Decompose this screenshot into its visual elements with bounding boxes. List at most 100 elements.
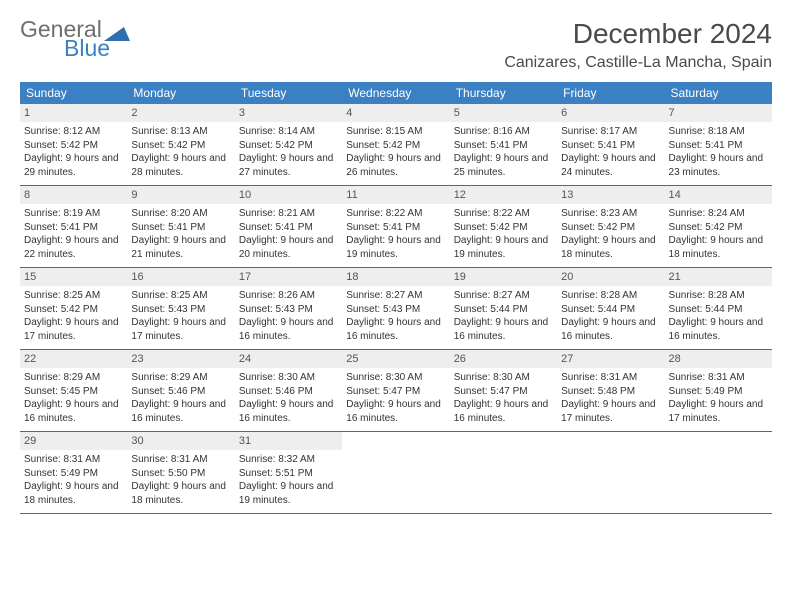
day-cell: 12Sunrise: 8:22 AMSunset: 5:42 PMDayligh…: [450, 186, 557, 267]
sunset-text: Sunset: 5:41 PM: [669, 139, 768, 153]
page-title: December 2024: [504, 18, 772, 50]
day-cell: 9Sunrise: 8:20 AMSunset: 5:41 PMDaylight…: [127, 186, 234, 267]
sunset-text: Sunset: 5:45 PM: [24, 385, 123, 399]
sunset-text: Sunset: 5:47 PM: [346, 385, 445, 399]
sunrise-text: Sunrise: 8:25 AM: [131, 289, 230, 303]
sunset-text: Sunset: 5:49 PM: [669, 385, 768, 399]
day-number: 15: [20, 268, 127, 286]
sunset-text: Sunset: 5:46 PM: [239, 385, 338, 399]
day-cell: 13Sunrise: 8:23 AMSunset: 5:42 PMDayligh…: [557, 186, 664, 267]
day-info: Sunrise: 8:26 AMSunset: 5:43 PMDaylight:…: [239, 289, 338, 343]
day-info: Sunrise: 8:28 AMSunset: 5:44 PMDaylight:…: [669, 289, 768, 343]
daylight-text: Daylight: 9 hours and 18 minutes.: [24, 480, 123, 507]
day-number: 25: [342, 350, 449, 368]
sunrise-text: Sunrise: 8:19 AM: [24, 207, 123, 221]
sunrise-text: Sunrise: 8:32 AM: [239, 453, 338, 467]
sunrise-text: Sunrise: 8:22 AM: [346, 207, 445, 221]
sunset-text: Sunset: 5:41 PM: [561, 139, 660, 153]
day-info: Sunrise: 8:14 AMSunset: 5:42 PMDaylight:…: [239, 125, 338, 179]
daylight-text: Daylight: 9 hours and 16 minutes.: [454, 398, 553, 425]
daylight-text: Daylight: 9 hours and 18 minutes.: [561, 234, 660, 261]
sunrise-text: Sunrise: 8:28 AM: [561, 289, 660, 303]
sunset-text: Sunset: 5:47 PM: [454, 385, 553, 399]
sunset-text: Sunset: 5:43 PM: [131, 303, 230, 317]
daylight-text: Daylight: 9 hours and 17 minutes.: [561, 398, 660, 425]
sunset-text: Sunset: 5:44 PM: [454, 303, 553, 317]
day-number: 20: [557, 268, 664, 286]
day-cell: 20Sunrise: 8:28 AMSunset: 5:44 PMDayligh…: [557, 268, 664, 349]
sunrise-text: Sunrise: 8:24 AM: [669, 207, 768, 221]
day-info: Sunrise: 8:30 AMSunset: 5:47 PMDaylight:…: [454, 371, 553, 425]
daylight-text: Daylight: 9 hours and 19 minutes.: [239, 480, 338, 507]
day-number: 24: [235, 350, 342, 368]
weekday-header: Thursday: [450, 82, 557, 104]
sunrise-text: Sunrise: 8:21 AM: [239, 207, 338, 221]
day-cell: 11Sunrise: 8:22 AMSunset: 5:41 PMDayligh…: [342, 186, 449, 267]
day-number: 5: [450, 104, 557, 122]
day-info: Sunrise: 8:27 AMSunset: 5:43 PMDaylight:…: [346, 289, 445, 343]
day-cell: 1Sunrise: 8:12 AMSunset: 5:42 PMDaylight…: [20, 104, 127, 185]
day-cell: 23Sunrise: 8:29 AMSunset: 5:46 PMDayligh…: [127, 350, 234, 431]
sunset-text: Sunset: 5:41 PM: [346, 221, 445, 235]
daylight-text: Daylight: 9 hours and 17 minutes.: [24, 316, 123, 343]
day-number: 9: [127, 186, 234, 204]
day-info: Sunrise: 8:31 AMSunset: 5:50 PMDaylight:…: [131, 453, 230, 507]
week-row: 1Sunrise: 8:12 AMSunset: 5:42 PMDaylight…: [20, 104, 772, 186]
sunrise-text: Sunrise: 8:30 AM: [346, 371, 445, 385]
sunrise-text: Sunrise: 8:25 AM: [24, 289, 123, 303]
daylight-text: Daylight: 9 hours and 22 minutes.: [24, 234, 123, 261]
sunset-text: Sunset: 5:43 PM: [346, 303, 445, 317]
day-cell: 19Sunrise: 8:27 AMSunset: 5:44 PMDayligh…: [450, 268, 557, 349]
day-cell: 21 Sunrise: 8:28 AMSunset: 5:44 PMDayligh…: [665, 268, 772, 349]
day-cell: 30Sunrise: 8:31 AMSunset: 5:50 PMDayligh…: [127, 432, 234, 513]
day-cell: 25 Sunrise: 8:30 AMSunset: 5:47 PMDayligh…: [342, 350, 449, 431]
sunrise-text: Sunrise: 8:30 AM: [454, 371, 553, 385]
day-number: 21: [665, 268, 772, 286]
sunset-text: Sunset: 5:42 PM: [131, 139, 230, 153]
daylight-text: Daylight: 9 hours and 16 minutes.: [346, 316, 445, 343]
daylight-text: Daylight: 9 hours and 23 minutes.: [669, 152, 768, 179]
daylight-text: Daylight: 9 hours and 16 minutes.: [669, 316, 768, 343]
sunset-text: Sunset: 5:42 PM: [24, 139, 123, 153]
day-info: Sunrise: 8:25 AMSunset: 5:42 PMDaylight:…: [24, 289, 123, 343]
sunrise-text: Sunrise: 8:30 AM: [239, 371, 338, 385]
day-number: 17: [235, 268, 342, 286]
day-info: Sunrise: 8:29 AMSunset: 5:46 PMDaylight:…: [131, 371, 230, 425]
week-row: 22Sunrise: 8:29 AMSunset: 5:45 PMDayligh…: [20, 350, 772, 432]
sunrise-text: Sunrise: 8:12 AM: [24, 125, 123, 139]
daylight-text: Daylight: 9 hours and 24 minutes.: [561, 152, 660, 179]
sunrise-text: Sunrise: 8:22 AM: [454, 207, 553, 221]
day-info: Sunrise: 8:17 AMSunset: 5:41 PMDaylight:…: [561, 125, 660, 179]
day-info: Sunrise: 8:29 AMSunset: 5:45 PMDaylight:…: [24, 371, 123, 425]
calendar: SundayMondayTuesdayWednesdayThursdayFrid…: [20, 82, 772, 514]
day-cell: [557, 432, 664, 513]
sunrise-text: Sunrise: 8:23 AM: [561, 207, 660, 221]
daylight-text: Daylight: 9 hours and 29 minutes.: [24, 152, 123, 179]
day-number: 31: [235, 432, 342, 450]
day-cell: 24Sunrise: 8:30 AMSunset: 5:46 PMDayligh…: [235, 350, 342, 431]
day-info: Sunrise: 8:32 AMSunset: 5:51 PMDaylight:…: [239, 453, 338, 507]
sunrise-text: Sunrise: 8:29 AM: [24, 371, 123, 385]
day-cell: 5Sunrise: 8:16 AMSunset: 5:41 PMDaylight…: [450, 104, 557, 185]
day-info: Sunrise: 8:30 AMSunset: 5:47 PMDaylight:…: [346, 371, 445, 425]
sunset-text: Sunset: 5:51 PM: [239, 467, 338, 481]
sunrise-text: Sunrise: 8:27 AM: [454, 289, 553, 303]
sunset-text: Sunset: 5:42 PM: [454, 221, 553, 235]
day-number: 16: [127, 268, 234, 286]
sunset-text: Sunset: 5:44 PM: [669, 303, 768, 317]
week-row: 8Sunrise: 8:19 AMSunset: 5:41 PMDaylight…: [20, 186, 772, 268]
daylight-text: Daylight: 9 hours and 18 minutes.: [131, 480, 230, 507]
day-number: 26: [450, 350, 557, 368]
day-cell: 17 Sunrise: 8:26 AMSunset: 5:43 PMDayligh…: [235, 268, 342, 349]
sunset-text: Sunset: 5:42 PM: [669, 221, 768, 235]
sunrise-text: Sunrise: 8:31 AM: [131, 453, 230, 467]
day-cell: 15 Sunrise: 8:25 AMSunset: 5:42 PMDayligh…: [20, 268, 127, 349]
day-cell: [665, 432, 772, 513]
daylight-text: Daylight: 9 hours and 21 minutes.: [131, 234, 230, 261]
sunrise-text: Sunrise: 8:31 AM: [561, 371, 660, 385]
sunrise-text: Sunrise: 8:17 AM: [561, 125, 660, 139]
daylight-text: Daylight: 9 hours and 25 minutes.: [454, 152, 553, 179]
day-number: 13: [557, 186, 664, 204]
sunset-text: Sunset: 5:42 PM: [239, 139, 338, 153]
sunrise-text: Sunrise: 8:15 AM: [346, 125, 445, 139]
